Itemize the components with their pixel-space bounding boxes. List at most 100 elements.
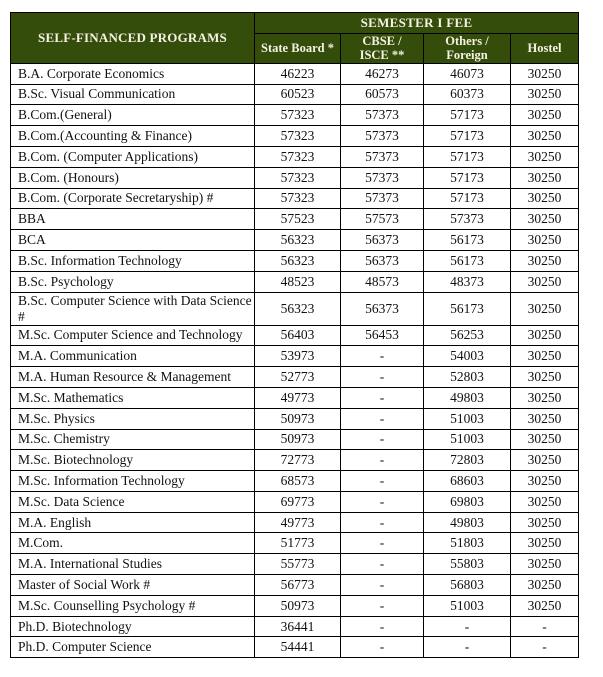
program-name: M.Sc. Physics <box>10 407 255 430</box>
fee-value: 30250 <box>509 366 580 388</box>
fee-value: 53973 <box>254 345 341 368</box>
program-name: M.A. English <box>10 511 255 534</box>
fee-value: 60523 <box>254 83 341 106</box>
table-row: BBA 57523 57573 57373 30250 <box>10 208 580 231</box>
fee-value: 57373 <box>423 208 511 231</box>
program-name: M.Sc. Mathematics <box>10 386 255 409</box>
fee-value: 69803 <box>423 490 511 513</box>
fee-value: - <box>340 428 424 451</box>
program-name: Ph.D. Computer Science <box>10 636 255 659</box>
fee-value: 55773 <box>254 553 341 576</box>
table-row: M.Sc. Computer Science and Technology 564… <box>10 324 580 347</box>
column-header: CBSE / ISCE ** <box>340 33 424 64</box>
fee-value: 57323 <box>254 104 341 127</box>
fee-value: 56173 <box>423 249 511 272</box>
table-row: M.Sc. Biotechnology 72773-72803 30250 <box>10 449 580 472</box>
table-row: M.A. Human Resource & Management 52773-52… <box>10 366 580 388</box>
fee-value: 56323 <box>254 229 341 251</box>
table-row: M.Sc. Information Technology 68573-68603 3… <box>10 470 580 492</box>
table-row: B.Sc. Information Technology 56323 56373 56… <box>10 249 580 272</box>
fee-value: 48573 <box>340 270 424 293</box>
program-name: M.Com. <box>10 532 255 555</box>
table-row: Master of Social Work #56773-56803 30250 <box>10 574 580 596</box>
fee-value: 30250 <box>509 574 580 596</box>
table-row: M.A. Communication 53973-54003 30250 <box>10 345 580 368</box>
fee-value: 56253 <box>423 324 511 347</box>
table-row: B.Sc. Computer Science with Data Science… <box>10 291 580 326</box>
fee-value: 51003 <box>423 594 511 617</box>
program-name: Master of Social Work # <box>10 574 255 596</box>
table-row: B.Com.(General) 57323 57373 57173 30250 <box>10 104 580 127</box>
fee-value: 30250 <box>509 208 580 231</box>
fee-value: 56173 <box>423 291 511 326</box>
table-row: B.Com. (Honours) 57323 57373 57173 30250 <box>10 166 580 189</box>
fee-value: 55803 <box>423 553 511 576</box>
fee-value: 49803 <box>423 511 511 534</box>
header-row-top: SELF-FINANCED PROGRAMS SEMESTER I FEE <box>10 12 580 64</box>
table-row: Ph.D. Biotechnology 36441- - - <box>10 615 580 638</box>
table-row: B.Com. (Computer Applications) 57323 57373… <box>10 145 580 168</box>
fee-value: 30250 <box>509 532 580 555</box>
fee-value: 30250 <box>509 291 580 326</box>
semester-fee-header: SEMESTER I FEE <box>253 12 580 34</box>
column-header: State Board * <box>254 33 341 64</box>
fee-value: 57173 <box>423 166 511 189</box>
fee-value: 56803 <box>423 574 511 596</box>
fee-value: 30250 <box>509 511 580 534</box>
fee-value: 56453 <box>340 324 424 347</box>
fee-value: 54003 <box>423 345 511 368</box>
table-row: M.Sc. Chemistry 50973-51003 30250 <box>10 428 580 451</box>
fee-value: 46273 <box>340 62 424 85</box>
program-name: M.Sc. Counselling Psychology # <box>10 594 255 617</box>
fee-value: 30250 <box>509 270 580 293</box>
fee-value: 30250 <box>509 62 580 85</box>
fee-value: - <box>340 574 424 596</box>
program-column-header: SELF-FINANCED PROGRAMS <box>10 12 255 64</box>
fee-value: 57323 <box>254 125 341 147</box>
fee-value: - <box>340 532 424 555</box>
fee-value: 57373 <box>340 125 424 147</box>
program-name: B.A. Corporate Economics <box>10 62 255 85</box>
fee-value: - <box>340 366 424 388</box>
program-name: B.Sc. Computer Science with Data Science… <box>10 291 255 326</box>
program-name: BCA <box>10 229 255 251</box>
fee-value: 57173 <box>423 187 511 210</box>
column-header-row: State Board * CBSE / ISCE ** Others / Fore… <box>11 33 580 64</box>
column-header: Others / Foreign <box>423 33 511 64</box>
fee-value: 57173 <box>423 104 511 127</box>
table-body: B.A. Corporate Economics 46223 46273 46073 3… <box>10 62 580 659</box>
program-name: M.Sc. Information Technology <box>10 470 255 492</box>
table-row: M.A. English 49773-49803 30250 <box>10 511 580 534</box>
fee-value: 57373 <box>340 187 424 210</box>
fee-value: 56373 <box>340 249 424 272</box>
program-name: M.Sc. Biotechnology <box>10 449 255 472</box>
fee-value: - <box>340 636 424 659</box>
program-name: B.Com.(General) <box>10 104 255 127</box>
program-name: M.A. International Studies <box>10 553 255 576</box>
program-name: B.Com. (Honours) <box>10 166 255 189</box>
fee-value: 46223 <box>254 62 341 85</box>
program-name: B.Sc. Visual Communication <box>10 83 255 106</box>
fee-value: 30250 <box>509 470 580 492</box>
fee-value: - <box>340 511 424 534</box>
fee-value: - <box>423 615 511 638</box>
fee-value: - <box>340 407 424 430</box>
fee-value: 30250 <box>509 324 580 347</box>
fee-value: 50973 <box>254 407 341 430</box>
table-row: B.A. Corporate Economics 46223 46273 46073 3… <box>10 62 580 85</box>
fee-value: 56373 <box>340 229 424 251</box>
fee-value: 30250 <box>509 104 580 127</box>
fee-value: 30250 <box>509 428 580 451</box>
program-name: B.Sc. Psychology <box>10 270 255 293</box>
fee-value: 30250 <box>509 449 580 472</box>
fee-value: 30250 <box>509 345 580 368</box>
fee-value: 30250 <box>509 386 580 409</box>
fee-value: 56323 <box>254 249 341 272</box>
column-header: Hostel <box>509 33 580 64</box>
program-name: M.A. Communication <box>10 345 255 368</box>
fee-value: 57173 <box>423 145 511 168</box>
fee-value: 56773 <box>254 574 341 596</box>
fee-value: 60573 <box>340 83 424 106</box>
program-name: B.Com.(Accounting & Finance) <box>10 125 255 147</box>
